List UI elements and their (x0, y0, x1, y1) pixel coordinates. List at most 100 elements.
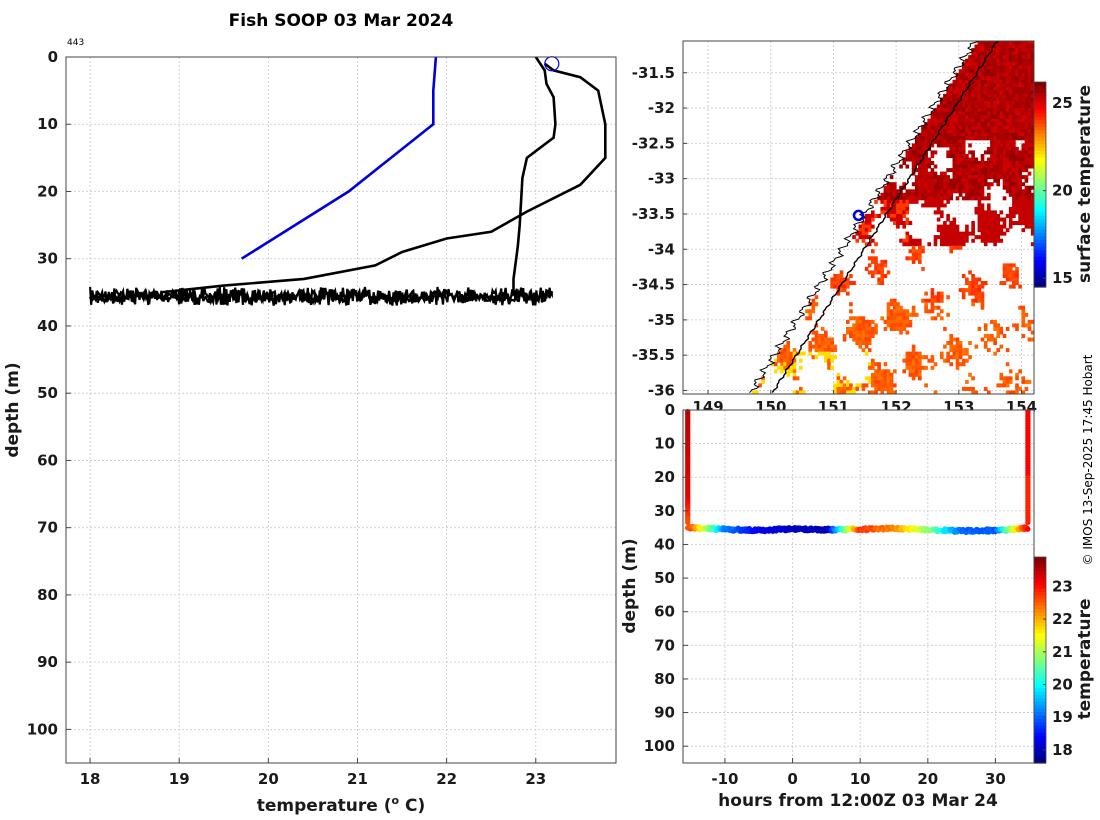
sst-cell (899, 203, 903, 208)
sst-cell (958, 118, 963, 123)
sst-cell (839, 270, 844, 275)
sst-cell (996, 51, 1001, 56)
sst-cell (1030, 44, 1034, 49)
sst-cell (987, 221, 991, 226)
sst-cell (958, 143, 963, 148)
sst-cell (965, 94, 969, 99)
sst-cell (961, 97, 966, 102)
sst-cell (952, 115, 957, 120)
sst-cell (914, 168, 919, 173)
sst-cell (974, 189, 979, 194)
sst-cell (977, 41, 982, 46)
profile-y-tick-label: 0 (48, 48, 58, 66)
sst-cell (993, 108, 997, 113)
sst-cell (1024, 108, 1029, 113)
sst-cell (999, 224, 1004, 229)
sst-cell (958, 129, 963, 134)
sst-cell (993, 154, 997, 159)
sst-cell (842, 376, 847, 381)
sst-cell (980, 337, 985, 342)
sst-cell (974, 235, 979, 240)
sst-cell (1012, 270, 1016, 275)
sst-cell (914, 365, 919, 370)
sst-cell (980, 72, 985, 77)
sst-cell (899, 185, 903, 190)
sst-cell (924, 383, 928, 388)
sst-cell (968, 69, 972, 74)
sst-cell (999, 146, 1004, 151)
sst-cell (940, 355, 944, 360)
sst-cell (983, 214, 988, 219)
sst-cell (936, 175, 941, 180)
sst-cell (874, 199, 878, 204)
sst-cell (943, 224, 947, 229)
sst-cell (968, 55, 972, 60)
sst-cell (999, 94, 1004, 99)
sst-cell (1018, 44, 1022, 49)
sst-cell (974, 295, 979, 300)
sst-cell (893, 369, 897, 374)
sst-cell (858, 224, 863, 229)
sst-cell (968, 189, 972, 194)
sst-cell (977, 224, 982, 229)
sst-cell (955, 143, 960, 148)
sst-cell (974, 94, 979, 99)
sst-cell (968, 132, 972, 137)
sst-cell (977, 326, 982, 331)
sst-cell (918, 146, 922, 151)
sst-cell (908, 319, 913, 324)
sst-cell (880, 376, 885, 381)
sst-cell (983, 242, 988, 247)
sst-cell (993, 178, 997, 183)
sst-cell (852, 235, 856, 240)
sst-cell (1012, 274, 1016, 279)
sst-cell (814, 344, 819, 349)
sst-cell (968, 161, 972, 166)
sst-cell (902, 210, 907, 215)
sst-cell (1027, 139, 1032, 144)
sst-cell (1012, 83, 1016, 88)
sst-cell (855, 323, 860, 328)
sst-cell (971, 171, 975, 176)
sst-cell (971, 94, 975, 99)
sst-cell (1027, 171, 1032, 176)
sst-cell (955, 351, 960, 356)
sst-cell (955, 185, 960, 190)
sst-cell (1002, 55, 1007, 60)
sst-cell (1008, 214, 1013, 219)
sst-cell (987, 203, 991, 208)
sst-cell (993, 65, 997, 70)
sst-cell (808, 341, 813, 346)
sst-cell (965, 351, 969, 356)
sst-cell (914, 242, 919, 247)
sst-cell (911, 344, 916, 349)
sst-cell (980, 192, 985, 197)
sst-cell (965, 69, 969, 74)
sst-cell (955, 235, 960, 240)
sst-cell (880, 386, 885, 391)
sst-cell (990, 129, 994, 134)
sst-cell (889, 316, 894, 321)
sst-cell (1030, 139, 1034, 144)
sst-cell (1024, 199, 1029, 204)
sst-cell (1021, 129, 1026, 134)
sst-cell (971, 62, 975, 67)
sst-cell (905, 206, 910, 211)
sst-cell (971, 97, 975, 102)
sst-cell (874, 242, 878, 247)
sst-cell (918, 196, 922, 201)
sst-cell (1027, 326, 1032, 331)
sst-cell (883, 189, 888, 194)
sst-cell (977, 94, 982, 99)
sst-cell (971, 157, 975, 162)
sst-cell (874, 390, 878, 394)
sst-cell (1012, 157, 1016, 162)
sst-cell (961, 196, 966, 201)
sst-cell (999, 72, 1004, 77)
sst-cell (996, 44, 1001, 49)
sst-cell (896, 217, 900, 222)
sst-cell (1018, 164, 1022, 169)
sst-cell (993, 79, 997, 84)
sst-cell (871, 256, 875, 261)
